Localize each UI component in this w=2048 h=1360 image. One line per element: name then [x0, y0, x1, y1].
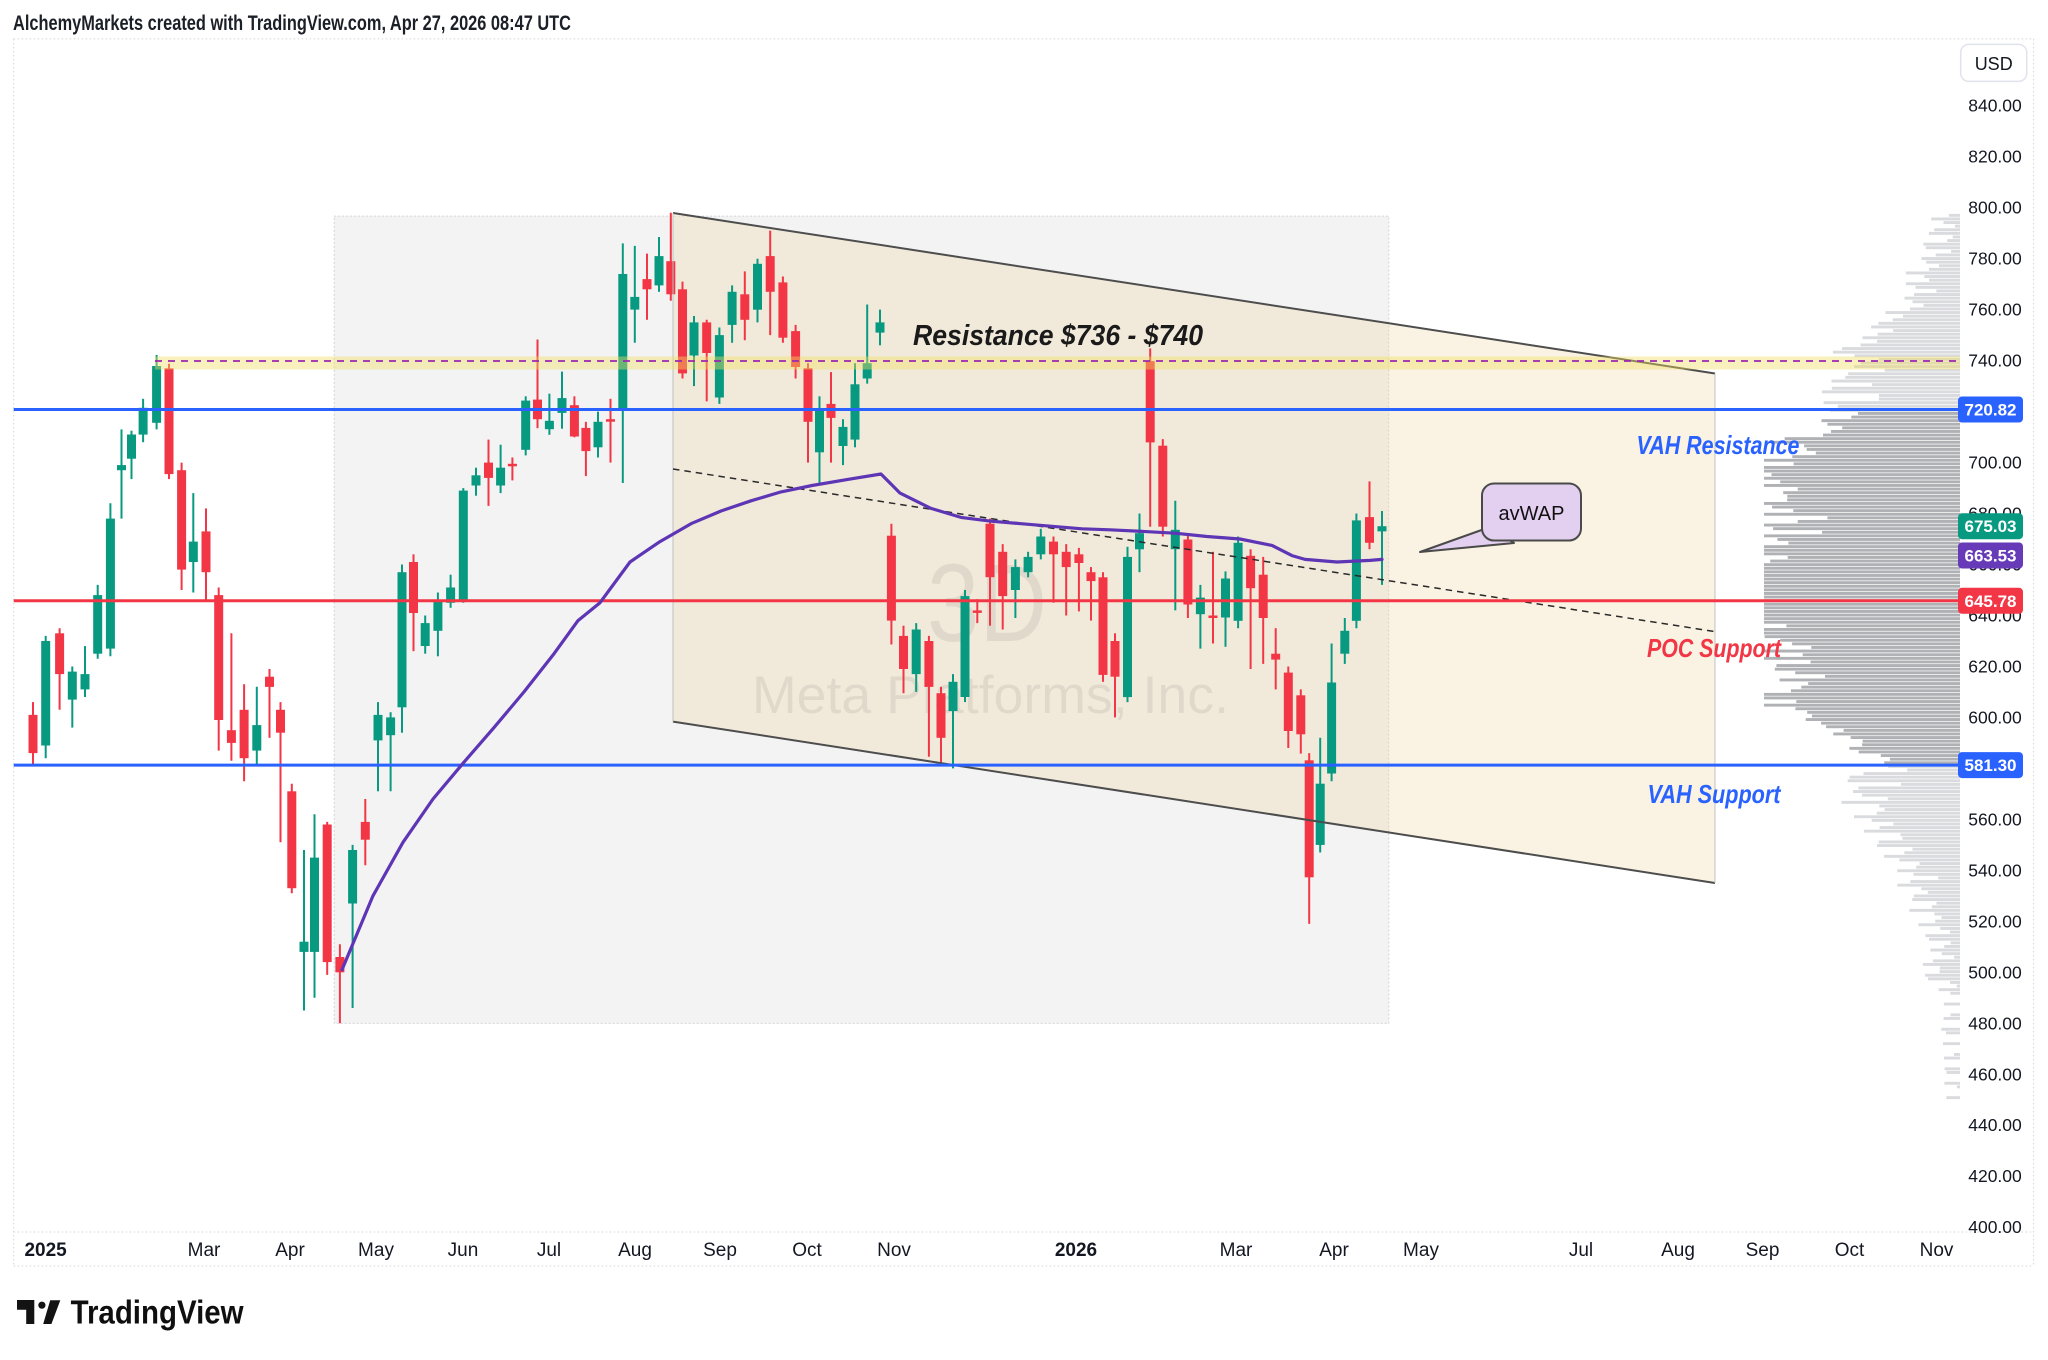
svg-text:520.00: 520.00 [1968, 911, 2022, 931]
svg-text:600.00: 600.00 [1968, 707, 2022, 727]
svg-text:Jun: Jun [448, 1240, 479, 1261]
svg-text:May: May [1403, 1240, 1439, 1261]
svg-text:840.00: 840.00 [1968, 96, 2022, 116]
svg-text:Resistance $736 - $740: Resistance $736 - $740 [913, 320, 1203, 352]
svg-text:Aug: Aug [618, 1240, 652, 1261]
svg-text:USD: USD [1975, 54, 2013, 74]
svg-text:Apr: Apr [275, 1240, 305, 1261]
svg-text:663.53: 663.53 [1965, 547, 2017, 566]
svg-text:420.00: 420.00 [1968, 1166, 2022, 1186]
svg-text:Jul: Jul [537, 1240, 561, 1261]
svg-text:Mar: Mar [188, 1240, 221, 1261]
svg-text:Aug: Aug [1661, 1240, 1695, 1261]
svg-text:400.00: 400.00 [1968, 1217, 2022, 1237]
svg-text:May: May [358, 1240, 394, 1261]
svg-text:740.00: 740.00 [1968, 351, 2022, 371]
svg-text:560.00: 560.00 [1968, 809, 2022, 829]
svg-text:460.00: 460.00 [1968, 1064, 2022, 1084]
svg-text:620.00: 620.00 [1968, 657, 2022, 677]
svg-text:820.00: 820.00 [1968, 147, 2022, 167]
svg-text:780.00: 780.00 [1968, 249, 2022, 269]
svg-text:800.00: 800.00 [1968, 198, 2022, 218]
svg-text:480.00: 480.00 [1968, 1013, 2022, 1033]
svg-text:645.78: 645.78 [1965, 592, 2017, 611]
svg-text:500.00: 500.00 [1968, 962, 2022, 982]
svg-text:Apr: Apr [1319, 1240, 1349, 1261]
svg-text:Oct: Oct [1835, 1240, 1865, 1261]
svg-text:Nov: Nov [877, 1240, 911, 1261]
svg-text:POC Support: POC Support [1647, 633, 1782, 663]
svg-text:440.00: 440.00 [1968, 1115, 2022, 1135]
svg-text:AlchemyMarkets created with Tr: AlchemyMarkets created with TradingView.… [13, 12, 571, 35]
svg-text:Sep: Sep [703, 1240, 737, 1261]
svg-text:581.30: 581.30 [1965, 756, 2017, 775]
svg-text:avWAP: avWAP [1499, 503, 1565, 525]
svg-text:Nov: Nov [1920, 1240, 1954, 1261]
svg-text:VAH Support: VAH Support [1648, 779, 1782, 809]
svg-text:760.00: 760.00 [1968, 300, 2022, 320]
svg-text:2026: 2026 [1055, 1240, 1097, 1261]
svg-text:Sep: Sep [1746, 1240, 1780, 1261]
svg-text:TradingView: TradingView [71, 1294, 244, 1331]
svg-text:720.82: 720.82 [1965, 401, 2017, 420]
svg-text:700.00: 700.00 [1968, 453, 2022, 473]
svg-text:VAH Resistance: VAH Resistance [1637, 430, 1800, 460]
svg-text:675.03: 675.03 [1965, 517, 2017, 536]
svg-text:Meta Platforms, Inc.: Meta Platforms, Inc. [752, 666, 1229, 725]
svg-text:Oct: Oct [792, 1240, 822, 1261]
svg-text:Mar: Mar [1220, 1240, 1253, 1261]
svg-text:2025: 2025 [24, 1240, 67, 1261]
svg-text:Jul: Jul [1569, 1240, 1593, 1261]
svg-text:540.00: 540.00 [1968, 860, 2022, 880]
